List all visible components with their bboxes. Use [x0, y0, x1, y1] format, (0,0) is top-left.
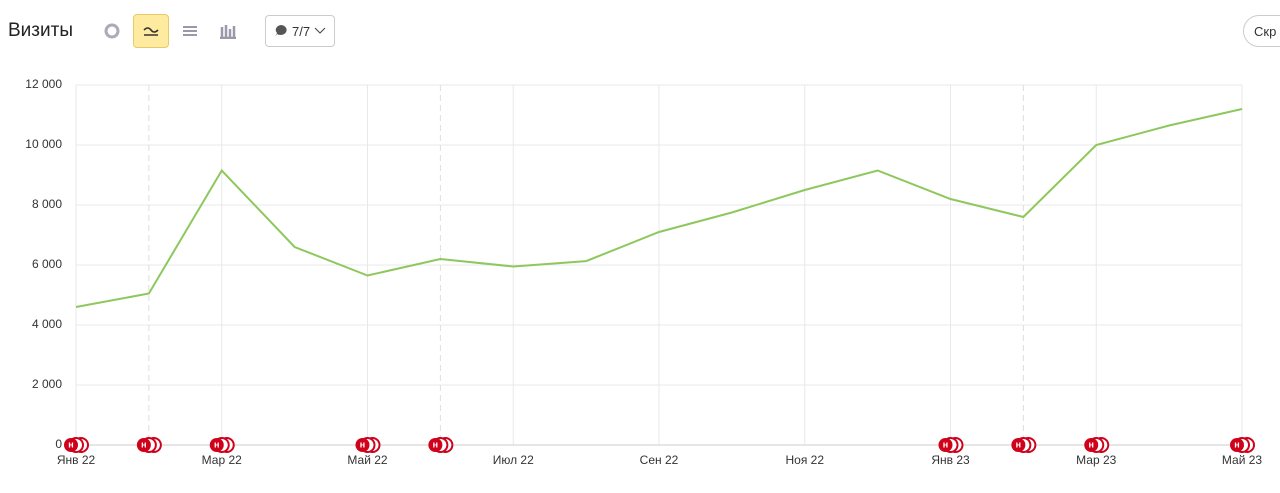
note-label: н [1016, 439, 1021, 449]
x-tick-label: Ноя 22 [785, 453, 824, 467]
filter-label: 7/7 [291, 23, 311, 39]
series-line [75, 108, 1243, 308]
note-marker: н [1230, 437, 1255, 453]
y-tick-label: 12 000 [25, 77, 62, 91]
note-bubble [1084, 438, 1099, 452]
note-label: н [1234, 439, 1239, 449]
note-label: н [943, 439, 948, 449]
x-tick-label: Сен 22 [640, 453, 679, 467]
x-tick-label: Май 23 [1222, 453, 1263, 467]
note-marker: н [428, 437, 454, 453]
x-tick-label: Мар 23 [1076, 453, 1116, 467]
note-bubble [1230, 438, 1244, 452]
note-label: н [433, 439, 438, 449]
header: Визиты 7/7 [8, 14, 336, 48]
note-label: н [214, 439, 219, 449]
y-tick-label: 4 000 [32, 317, 62, 331]
x-tick-label: Янв 23 [931, 453, 970, 467]
note-marker: н [136, 437, 162, 453]
note-bubble [64, 438, 78, 452]
notes-filter[interactable]: 7/7 [264, 15, 336, 47]
note-marker: н [1011, 437, 1037, 453]
x-tick-label: Мар 22 [202, 453, 242, 467]
y-tick-label: 8 000 [32, 197, 62, 211]
note-marker: н [355, 437, 381, 453]
note-bubble [428, 438, 443, 452]
note-label: н [1089, 439, 1094, 449]
pie-chart-button[interactable] [95, 15, 129, 47]
note-label: н [141, 439, 146, 449]
y-tick-label: 10 000 [25, 137, 62, 151]
note-marker: н [209, 437, 235, 453]
y-tick-label: 2 000 [32, 377, 62, 391]
note-marker: н [938, 437, 964, 453]
note-bubble [355, 438, 370, 452]
title: Визиты [8, 20, 73, 41]
x-tick-label: Июл 22 [493, 453, 534, 467]
line-chart-button[interactable] [132, 14, 169, 48]
note-bubble [938, 438, 953, 452]
note-bubble [209, 438, 224, 452]
note-bubble [1011, 438, 1026, 452]
note-bubble [136, 438, 151, 452]
note-label: н [68, 439, 73, 449]
note-marker: н [1084, 437, 1110, 453]
y-tick-label: 6 000 [32, 257, 62, 271]
y-tick-label: 0 [55, 437, 62, 451]
note-label: н [360, 439, 365, 449]
area-chart-button[interactable] [173, 15, 207, 47]
x-tick-label: Май 22 [347, 453, 388, 467]
bar-chart-button[interactable] [211, 15, 245, 47]
note-marker: н [64, 437, 89, 453]
hide-button[interactable]: Скр [1243, 15, 1280, 47]
x-tick-label: Янв 22 [57, 453, 96, 467]
